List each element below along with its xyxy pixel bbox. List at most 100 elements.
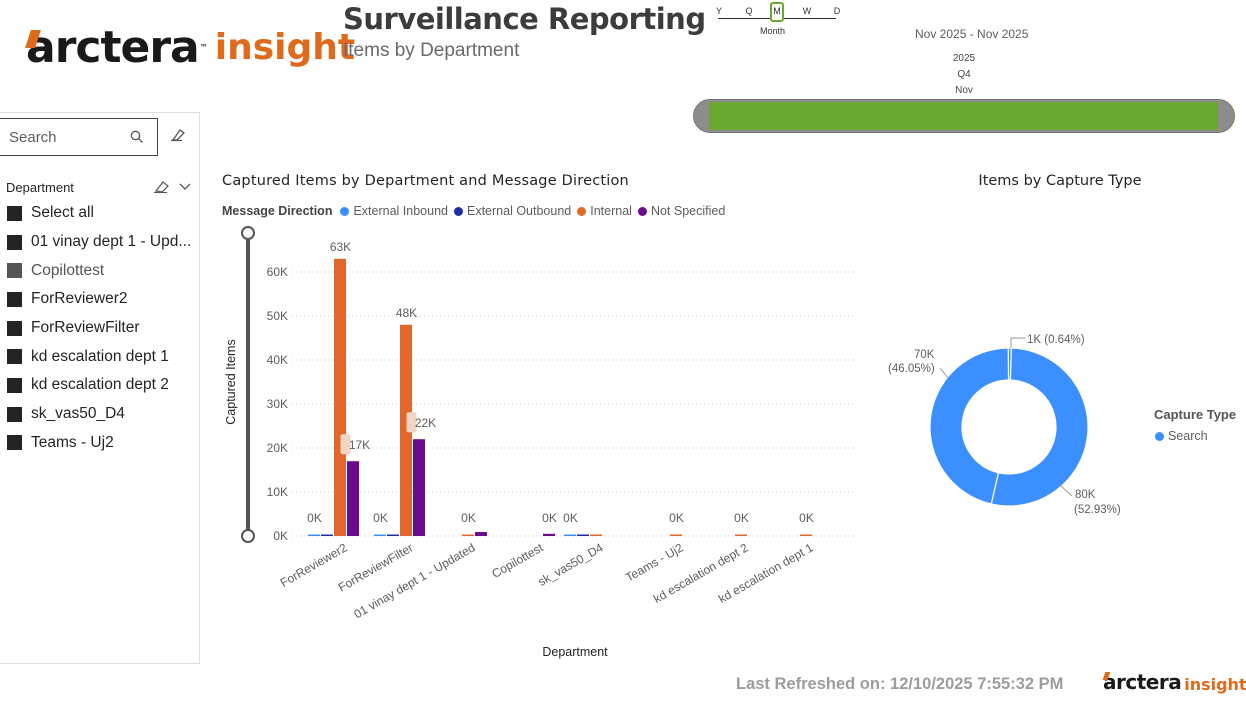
bar-not-specified[interactable] — [475, 532, 487, 536]
timeline-selected-period[interactable] — [709, 102, 1218, 130]
legend-item-external-inbound[interactable]: External Inbound — [340, 204, 448, 218]
slicer-search-input[interactable]: Search — [0, 118, 158, 156]
donut-label-left-value: 70K — [914, 349, 935, 361]
bar-external-outbound[interactable] — [577, 534, 589, 537]
bar-internal[interactable] — [400, 324, 412, 536]
bar-internal[interactable] — [670, 534, 682, 537]
y-tick-label: 10K — [267, 485, 288, 499]
bar-chart-plot[interactable]: 0K 10K 20K 30K 40K 50K 60K 0K 63K 17K 0K 48K 22K 0K 0K… — [200, 220, 870, 640]
checkbox-icon[interactable] — [7, 377, 22, 393]
bar-internal[interactable] — [735, 534, 747, 537]
legend-label: External Outbound — [466, 204, 572, 218]
granularity-selector[interactable]: Y Q M W D Month — [712, 2, 842, 36]
legend-label: Not Specified — [650, 204, 726, 218]
bar-internal[interactable] — [334, 258, 346, 536]
x-axis-title: Department — [542, 645, 608, 659]
slicer-item-label: Select all — [31, 204, 94, 222]
slicer-item-label: Copilottest — [31, 261, 105, 279]
slicer-item-select-all[interactable]: Select all — [7, 199, 197, 228]
checkbox-icon[interactable] — [7, 263, 22, 279]
granularity-week[interactable]: W — [802, 6, 812, 16]
brand-product: insight — [214, 27, 356, 68]
bar-not-specified[interactable] — [413, 439, 425, 536]
x-tick-label: sk_vas50_D4 — [536, 540, 606, 589]
arctera-insight-logo-small: arctera insight — [1102, 670, 1246, 694]
bar-internal[interactable] — [800, 534, 812, 537]
timeline-range: Nov 2025 - Nov 2025 — [915, 27, 1029, 41]
legend-item-not-specified[interactable]: Not Specified — [637, 204, 726, 218]
data-label: 22K — [415, 416, 436, 430]
legend-dot — [637, 206, 647, 216]
slicer-item-kd-escalation-dept-1[interactable]: kd escalation dept 1 — [7, 342, 197, 371]
chevron-down-icon[interactable] — [178, 180, 192, 194]
checkbox-icon[interactable] — [7, 234, 22, 250]
zoom-slider-bottom-handle[interactable] — [241, 529, 255, 543]
legend-dot — [340, 206, 350, 216]
bar-external-inbound[interactable] — [374, 534, 386, 537]
data-label: 0K — [307, 511, 322, 525]
legend-dot — [1155, 431, 1164, 441]
slicer-item-label: kd escalation dept 1 — [31, 347, 169, 365]
data-label: 0K — [669, 511, 684, 525]
slicer-item-sk-vas50-d4[interactable]: sk_vas50_D4 — [7, 400, 197, 429]
checkbox-icon[interactable] — [7, 320, 22, 336]
donut-leader-line — [939, 367, 949, 379]
donut-slice-70k[interactable] — [929, 347, 1010, 505]
slicer-item-forreviewfilter[interactable]: ForReviewFilter — [7, 314, 197, 343]
legend-label: External Inbound — [353, 204, 448, 218]
clear-selections-eraser-icon[interactable] — [152, 180, 170, 194]
timeline-bar[interactable] — [693, 99, 1235, 133]
donut-chart-plot[interactable] — [880, 320, 1140, 540]
checkbox-icon[interactable] — [7, 349, 22, 365]
clear-search-eraser-icon[interactable] — [168, 128, 186, 142]
granularity-day[interactable]: D — [833, 6, 841, 16]
timeline-year: 2025 — [952, 53, 976, 64]
legend-label: Search — [1168, 429, 1208, 443]
legend-item-external-outbound[interactable]: External Outbound — [453, 204, 572, 218]
granularity-year[interactable]: Y — [715, 6, 722, 16]
checkbox-icon[interactable] — [7, 435, 22, 451]
bar-internal[interactable] — [462, 534, 474, 537]
search-icon[interactable] — [129, 129, 145, 145]
bar-external-inbound[interactable] — [308, 534, 320, 537]
checkbox-icon[interactable] — [7, 205, 22, 221]
granularity-quarter[interactable]: Q — [745, 6, 753, 16]
donut-leader-line — [1010, 337, 1025, 348]
legend-dot — [453, 206, 463, 216]
legend-item-internal[interactable]: Internal — [577, 204, 632, 218]
donut-chart-title: Items by Capture Type — [978, 173, 1142, 189]
y-tick-label: 20K — [267, 441, 288, 455]
donut-label-right-percent: (52.93%) — [1074, 504, 1121, 516]
donut-legend-item-search[interactable]: Search — [1155, 429, 1208, 443]
slicer-item-kd-escalation-dept-2[interactable]: kd escalation dept 2 — [7, 371, 197, 400]
x-tick-label: Teams - Uj2 — [623, 540, 686, 584]
bar-external-outbound[interactable] — [387, 534, 399, 537]
zoom-slider-top-handle[interactable] — [241, 226, 255, 240]
slicer-item-label: Teams - Uj2 — [31, 433, 114, 451]
slicer-item-copilottest[interactable]: Copilottest — [7, 256, 197, 285]
department-slicer — [0, 112, 200, 664]
legend-dot — [577, 206, 587, 216]
bar-external-outbound[interactable] — [321, 534, 333, 537]
y-tick-label: 50K — [267, 309, 288, 323]
checkbox-icon[interactable] — [7, 406, 22, 422]
slicer-item-forreviewer2[interactable]: ForReviewer2 — [7, 285, 197, 314]
bar-not-specified[interactable] — [543, 533, 555, 536]
bar-external-inbound[interactable] — [564, 534, 576, 537]
timeline-month: Nov — [955, 85, 973, 96]
data-label: 63K — [330, 240, 351, 254]
donut-leader-line — [1059, 484, 1073, 497]
bar-not-specified[interactable] — [347, 461, 359, 536]
slicer-item-label: kd escalation dept 2 — [31, 376, 169, 394]
donut-slice-80k[interactable] — [990, 347, 1089, 507]
slicer-item-01-vinay-dept-1[interactable]: 01 vinay dept 1 - Upd... — [7, 228, 197, 257]
slicer-item-label: ForReviewFilter — [31, 319, 140, 337]
bar-internal[interactable] — [590, 534, 602, 537]
donut-label-left-percent: (46.05%) — [888, 363, 935, 375]
slicer-item-teams-uj2[interactable]: Teams - Uj2 — [7, 429, 197, 458]
data-label-background — [340, 434, 351, 455]
slicer-list: Select all 01 vinay dept 1 - Upd... Copi… — [7, 199, 197, 457]
granularity-month[interactable]: M — [770, 2, 784, 22]
slicer-item-label: sk_vas50_D4 — [31, 405, 125, 423]
checkbox-icon[interactable] — [7, 291, 22, 307]
